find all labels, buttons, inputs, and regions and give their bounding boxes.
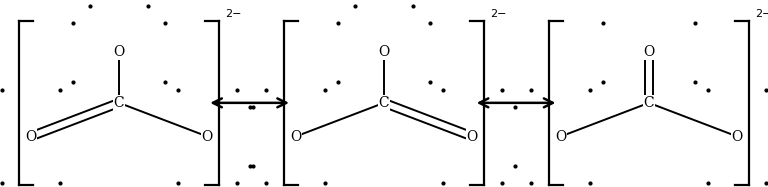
Text: O: O: [644, 45, 654, 59]
Text: O: O: [114, 45, 124, 59]
Text: 2−: 2−: [225, 9, 241, 19]
Text: O: O: [25, 130, 36, 143]
Text: O: O: [202, 130, 213, 143]
Text: 2−: 2−: [755, 9, 768, 19]
Text: C: C: [644, 96, 654, 110]
Text: O: O: [732, 130, 743, 143]
Text: O: O: [467, 130, 478, 143]
Text: O: O: [290, 130, 301, 143]
Text: O: O: [555, 130, 566, 143]
Text: C: C: [114, 96, 124, 110]
Text: O: O: [379, 45, 389, 59]
Text: C: C: [379, 96, 389, 110]
Text: 2−: 2−: [490, 9, 506, 19]
